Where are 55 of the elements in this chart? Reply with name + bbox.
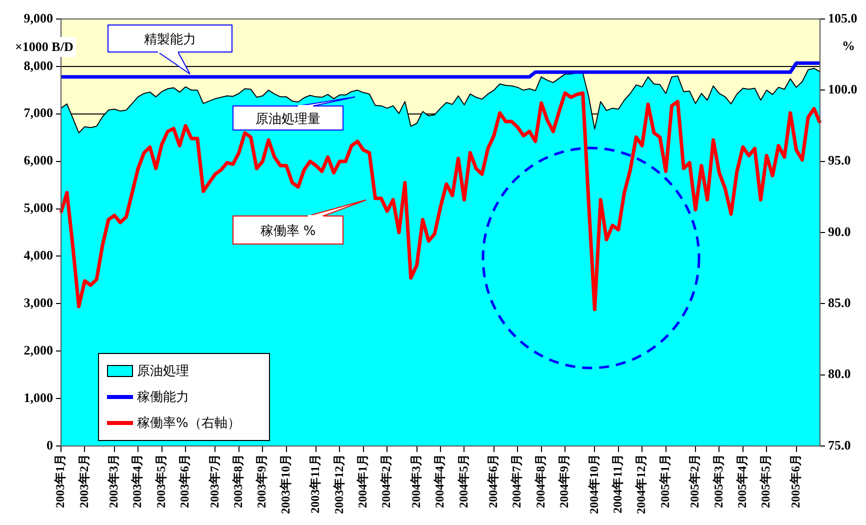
y2-tick-label: 95.0 — [828, 152, 851, 168]
x-tick-label: 2003年6月 — [178, 454, 192, 508]
annotation: 精製能力 — [144, 32, 196, 48]
y2-tick-label: 90.0 — [828, 224, 851, 239]
x-tick-label: 2004年11月 — [610, 454, 624, 514]
x-tick-label: 2003年1月 — [53, 454, 68, 508]
y2-tick-label: 105.0 — [828, 10, 858, 26]
x-tick-label: 2003年8月 — [230, 454, 245, 508]
x-tick-label: 2005年5月 — [758, 454, 773, 508]
y-tick-label: 5,000 — [24, 200, 53, 216]
y-tick-label: 2,000 — [24, 342, 53, 358]
y-tick-label: 6,000 — [24, 152, 53, 168]
legend-label: 稼働能力 — [137, 389, 189, 406]
x-tick-label: 2003年7月 — [207, 454, 222, 508]
x-tick-label: 2005年2月 — [688, 454, 702, 508]
x-tick-label: 2004年8月 — [533, 454, 548, 508]
x-tick-label: 2004年9月 — [557, 454, 572, 508]
x-tick-label: 2003年11月 — [308, 454, 322, 514]
x-tick-label: 2003年12月 — [332, 454, 346, 514]
y2-tick-label: 75.0 — [828, 437, 851, 452]
y2-tick-label: 85.0 — [828, 295, 851, 310]
y2-tick-label: 100.0 — [828, 82, 858, 97]
x-tick-label: 2003年3月 — [106, 454, 120, 508]
x-tick-label: 2004年1月 — [356, 454, 370, 508]
x-tick-label: 2003年2月 — [76, 454, 91, 508]
annotation: 原油処理量 — [256, 112, 320, 127]
y-tick-label: 7,000 — [24, 105, 53, 120]
x-tick-label: 2004年4月 — [432, 454, 447, 508]
y2-axis-title: % — [842, 38, 855, 54]
x-tick-label: 2004年6月 — [486, 454, 500, 508]
x-tick-label: 2004年10月 — [586, 454, 601, 514]
annotation: 稼働率 % — [260, 223, 316, 239]
x-tick-label: 2005年3月 — [711, 454, 726, 508]
x-tick-label: 2005年4月 — [735, 454, 750, 508]
y-tick-label: 3,000 — [24, 295, 53, 310]
x-tick-label: 2004年7月 — [510, 454, 524, 508]
x-tick-label: 2004年3月 — [408, 454, 423, 508]
y2-tick-label: 80.0 — [828, 366, 851, 382]
x-tick-label: 2003年5月 — [154, 454, 168, 508]
x-tick-label: 2005年1月 — [658, 454, 672, 508]
y-tick-label: 9,000 — [24, 10, 53, 26]
y-axis-title: ×1000 B/D — [12, 37, 76, 57]
x-tick-label: 2004年5月 — [456, 454, 470, 508]
y-tick-label: 0 — [46, 437, 53, 452]
y-tick-label: 4,000 — [24, 248, 53, 263]
x-tick-label: 2004年2月 — [379, 454, 394, 508]
series-label: 原油処理 — [137, 363, 189, 380]
x-tick-label: 2003年4月 — [130, 454, 144, 508]
y-tick-label: 1,000 — [24, 390, 53, 405]
y-tick-label: 8,000 — [24, 58, 53, 73]
x-tick-label: 2004年12月 — [634, 454, 648, 514]
x-tick-label: 2005年6月 — [788, 454, 802, 508]
legend-label: 稼働率%（右軸） — [137, 415, 240, 432]
x-tick-label: 2003年10月 — [278, 454, 292, 514]
x-tick-label: 2003年9月 — [254, 454, 269, 508]
